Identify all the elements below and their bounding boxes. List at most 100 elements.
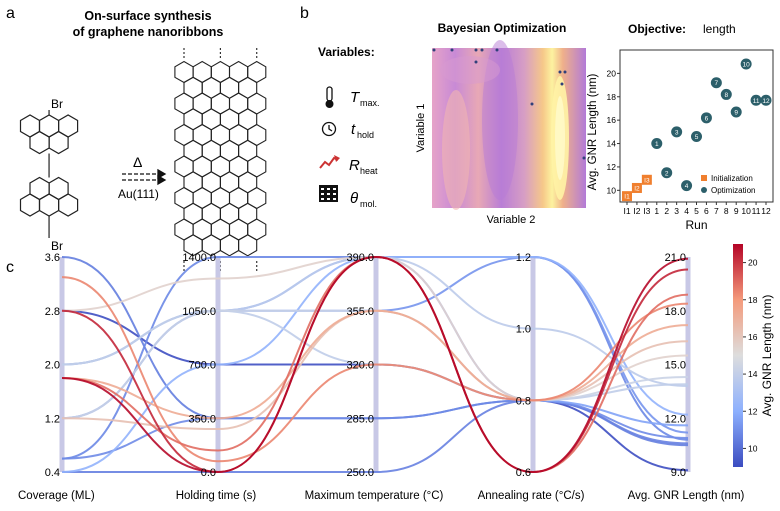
point-label: I1 — [624, 194, 630, 201]
pc-tick-label: 3.6 — [45, 252, 60, 264]
data-point-init — [631, 182, 642, 193]
point-label: 5 — [695, 134, 699, 141]
pc-axis-label: Holding time (s) — [176, 490, 257, 502]
data-point-opt — [651, 138, 663, 150]
pc-tick-label: 1050.0 — [182, 306, 216, 318]
colorbar-tick-label: 18 — [748, 295, 758, 305]
variable-symbol: t — [351, 121, 356, 138]
substrate-label: Au(111) — [118, 187, 159, 201]
parallel-coordinates-chart: 0.4 1.2 2.0 2.8 3.6 Coverage (ML) 0.0 350.0 700.… — [18, 252, 745, 502]
pc-tick-label: 2.8 — [45, 306, 60, 318]
y-tick-label: 20 — [607, 68, 617, 78]
pc-tick-label: 1400.0 — [182, 252, 216, 264]
heating-rate-icon — [319, 155, 340, 169]
pc-series-line — [61, 255, 689, 474]
data-point-opt — [661, 167, 673, 179]
colorbar-tick-label: 10 — [748, 443, 758, 453]
pc-tick-label: 0.4 — [45, 467, 60, 479]
point-label: 6 — [705, 115, 709, 122]
heat-symbol: Δ — [133, 154, 142, 170]
legend-label-init: Initialization — [711, 174, 753, 183]
colorbar: 10 12 14 16 18 20 Avg. GNR Length (nm) — [733, 244, 774, 467]
graphene-nanoribbon — [174, 48, 267, 273]
colorbar-tick-label: 14 — [748, 369, 758, 379]
bo-title: Bayesian Optimization — [438, 21, 567, 35]
x-tick-label: 10 — [741, 206, 751, 216]
data-point-opt — [710, 77, 722, 89]
x-tick-label: 5 — [694, 206, 699, 216]
panel-a-title-line2: of graphene nanoribbons — [73, 25, 224, 39]
variable-symbol: θ — [350, 190, 358, 207]
pc-axis-label: Maximum temperature (°C) — [305, 490, 444, 502]
pc-tick-label: 250.0 — [346, 467, 374, 479]
y-tick-label: 10 — [607, 185, 617, 195]
pc-series-line — [61, 309, 689, 420]
data-point-opt — [720, 88, 732, 100]
pc-tick-label: 21.0 — [665, 252, 686, 264]
data-point-init — [641, 174, 652, 185]
x-tick-label: 9 — [734, 206, 739, 216]
data-point-opt — [750, 94, 762, 106]
pc-tick-label: 18.0 — [665, 306, 686, 318]
colorbar-gradient — [733, 244, 743, 467]
variable-subscript: heat — [360, 166, 378, 176]
y-tick-label: 14 — [607, 139, 617, 149]
point-label: 8 — [724, 92, 728, 99]
x-tick-label: I1 — [623, 206, 630, 216]
data-point-opt — [691, 131, 702, 143]
variable-subscript: hold — [357, 130, 374, 140]
point-label: 12 — [762, 98, 770, 105]
point-label: 4 — [685, 183, 689, 190]
pc-axis-bar — [530, 257, 536, 472]
br-top-label: Br — [51, 97, 63, 111]
point-label: I2 — [634, 185, 640, 192]
data-point-opt — [730, 106, 742, 118]
pc-series-line — [61, 255, 689, 402]
pc-tick-label: 12.0 — [665, 413, 686, 425]
pc-axis-label: Coverage (ML) — [18, 490, 95, 502]
x-tick-label: I2 — [633, 206, 640, 216]
variable-symbol: R — [349, 157, 360, 174]
pc-tick-label: 2.0 — [45, 360, 60, 372]
point-label: I3 — [644, 177, 650, 184]
point-label: 3 — [675, 129, 679, 136]
panel-a-title-line1: On-surface synthesis — [84, 9, 211, 23]
pc-tick-label: 320.0 — [346, 360, 374, 372]
data-point-init — [622, 191, 632, 202]
point-label: 9 — [734, 109, 738, 116]
variable-subscript: max. — [360, 98, 380, 108]
colorbar-tick-label: 20 — [748, 258, 758, 268]
x-tick-label: 6 — [704, 206, 709, 216]
pc-tick-label: 9.0 — [671, 467, 686, 479]
colorbar-label: Avg. GNR Length (nm) — [760, 295, 774, 417]
pc-tick-label: 700.0 — [188, 360, 216, 372]
pc-tick-label: 350.0 — [188, 413, 216, 425]
y-tick-label: 16 — [607, 115, 617, 125]
data-point-opt — [681, 180, 693, 192]
pc-tick-label: 355.0 — [346, 306, 374, 318]
x-tick-label: 1 — [654, 206, 659, 216]
data-point-opt — [700, 112, 712, 124]
molecule-grid-icon — [319, 185, 338, 202]
pc-tick-label: 390.0 — [346, 252, 374, 264]
bo-xlabel: Variable 2 — [487, 214, 536, 226]
pc-axis-label: Avg. GNR Length (nm) — [628, 490, 745, 502]
variables-title: Variables: — [318, 45, 375, 59]
precursor-molecule — [19, 110, 79, 238]
x-tick-label: 4 — [684, 206, 689, 216]
pc-axis-label: Annealing rate (°C/s) — [478, 490, 585, 502]
pc-tick-label: 15.0 — [665, 360, 686, 372]
pc-tick-label: 1.0 — [516, 324, 531, 336]
clock-icon — [321, 121, 337, 137]
br-bottom-label: Br — [51, 239, 63, 253]
objective-title: Objective: — [628, 22, 686, 36]
pc-tick-label: 1.2 — [516, 252, 531, 264]
x-tick-label: 8 — [724, 206, 729, 216]
objective-value: length — [703, 22, 736, 36]
variable-symbol: T — [350, 89, 361, 106]
pc-tick-label: 0.8 — [516, 395, 531, 407]
pc-axis-bar — [685, 257, 691, 472]
legend-swatch-init — [701, 175, 707, 181]
colorbar-tick-label: 12 — [748, 406, 758, 416]
